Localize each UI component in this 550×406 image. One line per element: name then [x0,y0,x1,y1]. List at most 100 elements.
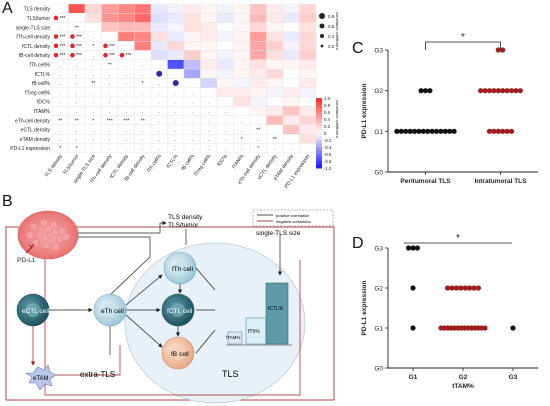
data-point [416,128,422,134]
heatmap-cell [233,31,251,42]
heatmap-cell [282,115,300,126]
heatmap-cell [233,59,251,70]
heatmap-cell [266,22,284,33]
heatmap-cell [249,31,267,42]
heatmap-cell [249,106,267,116]
significance-mark: . [60,62,61,68]
legend-positive-text: positive correlation [276,213,309,218]
significance-mark: . [142,137,143,143]
heatmap-cell [150,41,168,51]
significance-mark: . [192,146,193,152]
significance-mark: . [159,109,160,115]
heatmap-column-label: fTAM% [231,153,245,170]
heatmap-cell [299,143,317,154]
color-scale-label: correlation coefficient [335,100,340,139]
heatmap-cell [233,78,251,88]
heatmap-cell [282,22,300,33]
significance-mark: . [60,137,61,143]
heatmap-cell [282,50,300,61]
heatmap-cell [233,87,251,98]
data-point [504,88,510,94]
scatter-chart-d: G0 G1 G2 G3 PD-L1 expression G1 G2 G3 tTAM% * [361,233,538,390]
data-point [445,285,451,291]
heatmap-cell [84,22,102,33]
heatmap-cell [150,50,168,61]
data-point [508,128,515,134]
data-point [495,88,501,94]
heatmap-row-label: fDC% [37,100,51,106]
size-legend-dot [320,44,324,48]
color-scale-tick: -0.6 [324,152,332,157]
y-tick-label: G0 [374,170,383,177]
heatmap-cell [183,31,201,42]
size-legend-tick: 0.6 [328,24,335,29]
heatmap-cell [266,78,284,88]
data-point [410,325,416,331]
significance-mark: . [192,118,193,124]
heatmap-cell [299,87,317,98]
y-tick-label: G3 [374,246,383,253]
heatmap-grid: ***. ***** *** .*** *** * ****** ***. *** ***... *… [51,3,317,154]
tls-diagram: PD-L1 TLS density TLS/tumor single-TLS s… [5,209,335,404]
significance-mark: *** [107,118,113,124]
size-legend-dot [320,34,324,38]
significance-mark: . [109,128,110,134]
significance-mark: . [76,137,77,143]
heatmap-cell [266,96,284,107]
heatmap-cell [167,68,185,79]
significance-star: * [456,233,460,244]
fctl-cell: fCTL cell [161,293,195,327]
heatmap-cell [282,133,300,144]
heatmap-cell [51,3,69,14]
heatmap-cell [216,68,234,79]
heatmap-row-label: eTAM density [20,137,51,143]
heatmap-cell [183,68,201,79]
significance-mark: . [192,90,193,96]
heatmap-cell [216,41,234,51]
significance-mark: . [225,118,226,124]
heatmap-cell [150,31,168,42]
color-scale-tick: 0.2 [324,124,331,129]
data-point [427,88,433,94]
significance-mark: . [93,35,94,41]
heatmap-cell [299,31,317,42]
heatmap-cell [117,3,135,14]
x-tick-label: Peritumoral TLS [400,178,451,185]
data-point [478,88,484,94]
heatmap-cell [249,3,267,14]
color-scale-tick: 1.0 [324,96,331,101]
ftam-label: fTAM% [226,335,240,340]
significance-mark: ** [75,118,79,124]
significance-mark: *** [60,35,66,41]
ectl-cell: eCTL cell [16,293,50,327]
etam-label: eTAM [33,376,49,382]
heatmap-cell [233,50,251,61]
significance-mark: . [208,109,209,115]
significance-mark: . [76,72,77,78]
data-point [418,88,424,94]
significance-mark: . [60,90,61,96]
x-tick-label: G1 [409,374,418,381]
significance-dot [53,43,59,49]
heatmap-cell [299,133,317,144]
x-axis-label: tTAM% [452,383,474,390]
significance-mark: ** [256,128,260,134]
eth-cell: eTh cell [93,293,127,327]
color-scale-tick: 0.8 [324,103,331,108]
heatmap-cell [216,31,234,42]
data-point [486,128,493,134]
significance-mark: . [175,109,176,115]
tls-label: TLS [222,369,239,379]
heatmap-cell [183,78,201,88]
heatmap-cell [200,68,218,79]
heatmap-cell [299,13,317,23]
significance-mark: * [76,146,78,152]
heatmap-cell [101,3,119,14]
significance-mark: * [92,118,94,124]
heatmap-cell [134,41,152,51]
significance-mark: . [175,128,176,134]
significance-mark: . [142,62,143,68]
panel-label-a: A [2,0,13,17]
heatmap-cell [216,13,234,23]
